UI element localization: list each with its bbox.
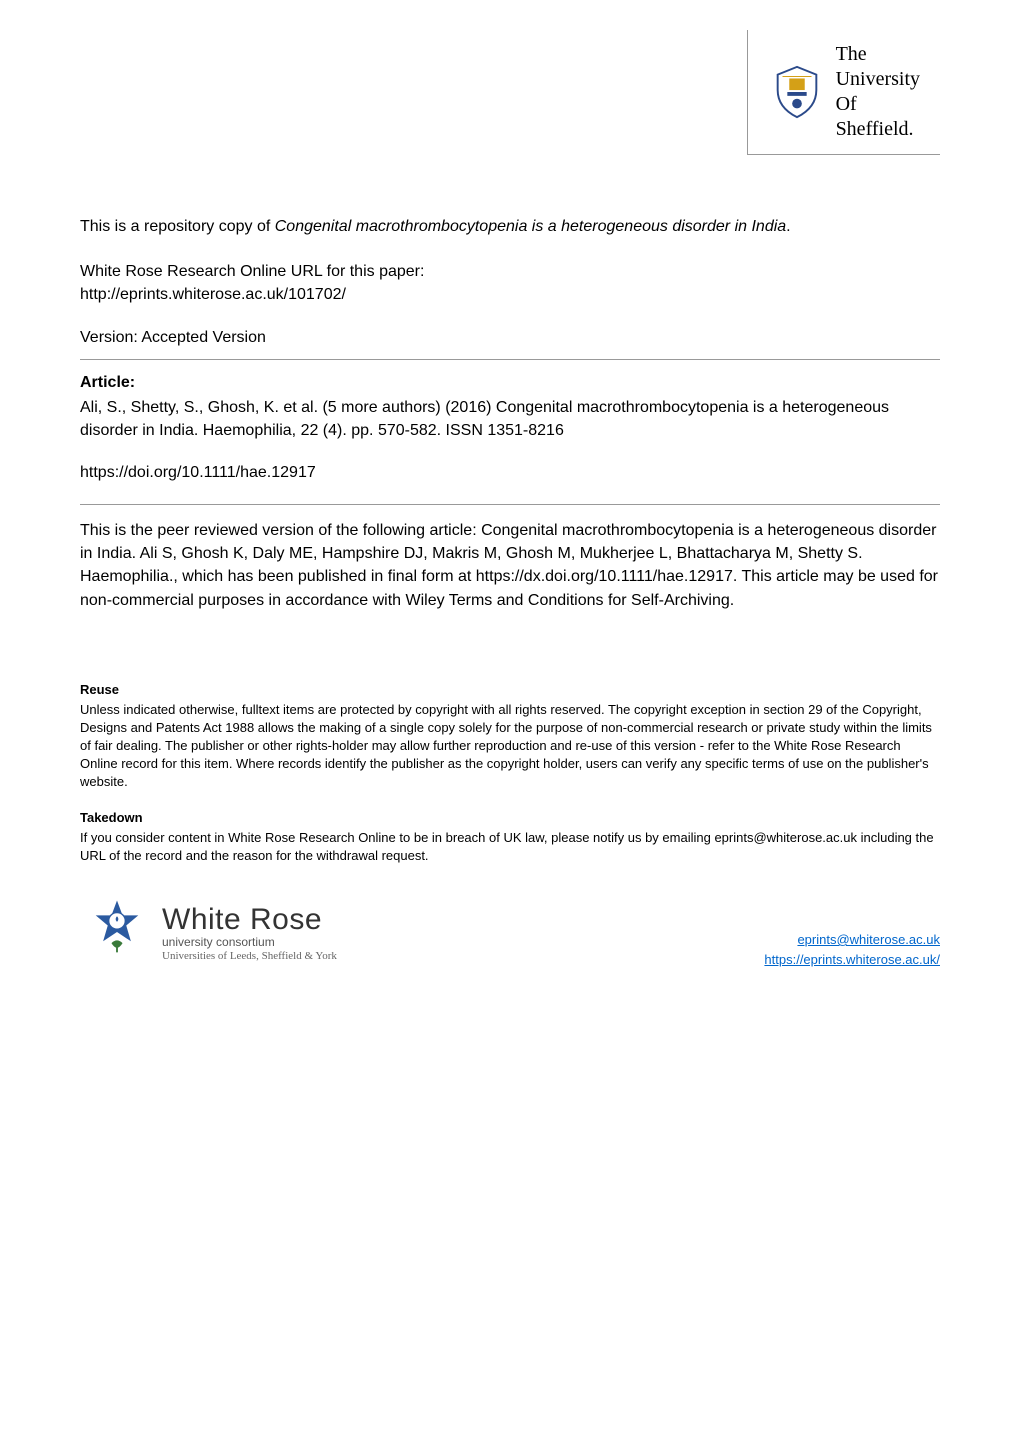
divider-1: [80, 359, 940, 360]
footer-email-link[interactable]: eprints@whiterose.ac.uk: [797, 932, 940, 947]
repo-intro-suffix: .: [786, 218, 790, 235]
footer-logo-text: White Rose university consortium Univers…: [162, 903, 337, 962]
university-logo-box: The University Of Sheffield.: [747, 30, 940, 155]
version-line: Version: Accepted Version: [80, 329, 940, 347]
university-crest-icon: [768, 63, 826, 121]
reuse-heading: Reuse: [80, 682, 940, 697]
footer-logo-title: White Rose: [162, 903, 337, 937]
peer-review-statement: This is the peer reviewed version of the…: [80, 519, 940, 612]
repo-title: Congenital macrothrombocytopenia is a he…: [275, 218, 786, 235]
footer-links: eprints@whiterose.ac.uk https://eprints.…: [764, 930, 940, 969]
footer: White Rose university consortium Univers…: [80, 895, 940, 1009]
footer-logo-tagline: Universities of Leeds, Sheffield & York: [162, 950, 337, 962]
takedown-text: If you consider content in White Rose Re…: [80, 829, 940, 865]
footer-logo-subtitle: university consortium: [162, 935, 337, 949]
white-rose-icon: [80, 895, 154, 969]
footer-logo: White Rose university consortium Univers…: [80, 895, 337, 969]
url-value: http://eprints.whiterose.ac.uk/101702/: [80, 286, 346, 303]
header: The University Of Sheffield.: [0, 0, 1020, 175]
main-content: This is a repository copy of Congenital …: [0, 215, 1020, 1009]
doi-link: https://doi.org/10.1111/hae.12917: [80, 464, 940, 482]
uni-line-3: Of: [836, 92, 920, 117]
repo-intro-prefix: This is a repository copy of: [80, 218, 275, 235]
uni-line-4: Sheffield.: [836, 117, 920, 142]
takedown-heading: Takedown: [80, 810, 940, 825]
uni-line-1: The: [836, 42, 920, 67]
repository-statement: This is a repository copy of Congenital …: [80, 215, 940, 238]
divider-2: [80, 504, 940, 505]
article-citation: Ali, S., Shetty, S., Ghosh, K. et al. (5…: [80, 396, 940, 442]
footer-site-link[interactable]: https://eprints.whiterose.ac.uk/: [764, 952, 940, 967]
uni-line-2: University: [836, 67, 920, 92]
university-name: The University Of Sheffield.: [836, 42, 920, 142]
url-label: White Rose Research Online URL for this …: [80, 263, 424, 280]
url-block: White Rose Research Online URL for this …: [80, 260, 940, 306]
reuse-text: Unless indicated otherwise, fulltext ite…: [80, 701, 940, 792]
article-heading: Article:: [80, 374, 940, 392]
